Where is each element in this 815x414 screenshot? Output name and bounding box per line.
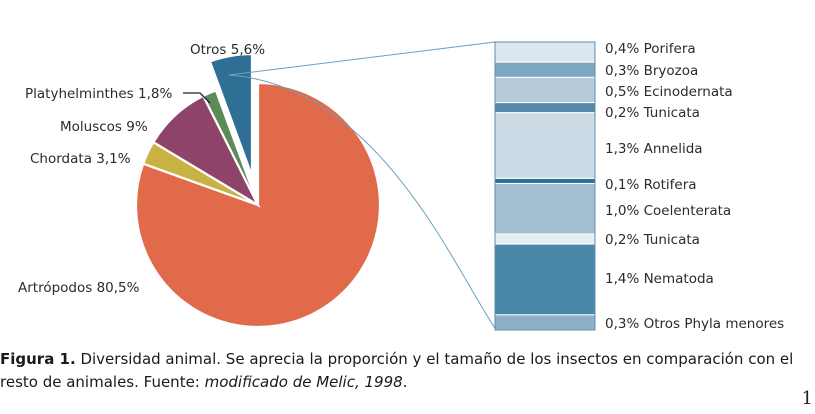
bar-segment-annelida-4 bbox=[494, 112, 596, 179]
caption-source: modificado de Melic, 1998 bbox=[204, 373, 403, 391]
pie-chart bbox=[134, 52, 382, 329]
pie-label-chordata: Chordata 3,1% bbox=[30, 151, 131, 167]
connector-lines bbox=[228, 41, 496, 329]
pie-labels: Artrópodos 80,5% Chordata 3,1% Moluscos 9%… bbox=[18, 42, 265, 296]
caption-end: . bbox=[402, 373, 408, 391]
stacked-bar bbox=[494, 41, 596, 331]
bar-label-tunicata-7: 0,2% Tunicata bbox=[605, 232, 700, 248]
bar-labels: 0,4% Porifera 0,3% Bryozoa 0,5% Ecinoderna… bbox=[605, 41, 784, 332]
bar-outline bbox=[494, 41, 596, 331]
bar-segment-tunicata-3 bbox=[494, 102, 596, 114]
bar-label-nematoda-8: 1,4% Nematoda bbox=[605, 271, 714, 287]
bar-segment-coelenterata-6 bbox=[494, 182, 596, 235]
figure-caption: Figura 1. Diversidad animal. Se aprecia … bbox=[0, 348, 815, 394]
caption-text: Diversidad animal. Se aprecia la proporc… bbox=[0, 350, 794, 391]
bar-segment-rotifera-5 bbox=[494, 177, 596, 184]
bar-segment-ecinodernata-2 bbox=[494, 76, 596, 104]
bar-segment-tunicata-7 bbox=[494, 233, 596, 245]
bar-label-coelenterata-6: 1,0% Coelenterata bbox=[605, 203, 731, 219]
bar-label-rotifera-5: 0,1% Rotifera bbox=[605, 177, 697, 193]
bar-label-ecinodernata-2: 0,5% Ecinodernata bbox=[605, 84, 733, 100]
caption-label: Figura 1. bbox=[0, 350, 76, 368]
bar-label-otros-phyla-menores-9: 0,3% Otros Phyla menores bbox=[605, 316, 784, 332]
connector-line-bottom bbox=[228, 74, 496, 329]
pie-slice-otros bbox=[208, 52, 254, 177]
bar-label-porifera-0: 0,4% Porifera bbox=[605, 41, 696, 57]
bar-label-bryozoa-1: 0,3% Bryozoa bbox=[605, 63, 698, 79]
animal-diversity-chart: Artrópodos 80,5% Chordata 3,1% Moluscos 9%… bbox=[18, 41, 784, 332]
pie-label-artropodos: Artrópodos 80,5% bbox=[18, 280, 140, 296]
page-corner-mark: 1 bbox=[801, 388, 813, 409]
leader-line-platyhelminthes bbox=[183, 92, 211, 104]
bar-segment-otros-phyla-menores-9 bbox=[494, 314, 596, 331]
bar-segment-nematoda-8 bbox=[494, 243, 596, 316]
bar-segment-bryozoa-1 bbox=[494, 61, 596, 78]
bar-label-annelida-4: 1,3% Annelida bbox=[605, 141, 703, 157]
bar-segment-porifera-0 bbox=[494, 41, 596, 63]
pie-label-otros: Otros 5,6% bbox=[190, 42, 265, 58]
connector-line-top bbox=[228, 41, 496, 76]
pie-label-platyhelminthes: Platyhelminthes 1,8% bbox=[25, 86, 172, 102]
pie-label-moluscos: Moluscos 9% bbox=[60, 119, 148, 135]
bar-label-tunicata-3: 0,2% Tunicata bbox=[605, 105, 700, 121]
